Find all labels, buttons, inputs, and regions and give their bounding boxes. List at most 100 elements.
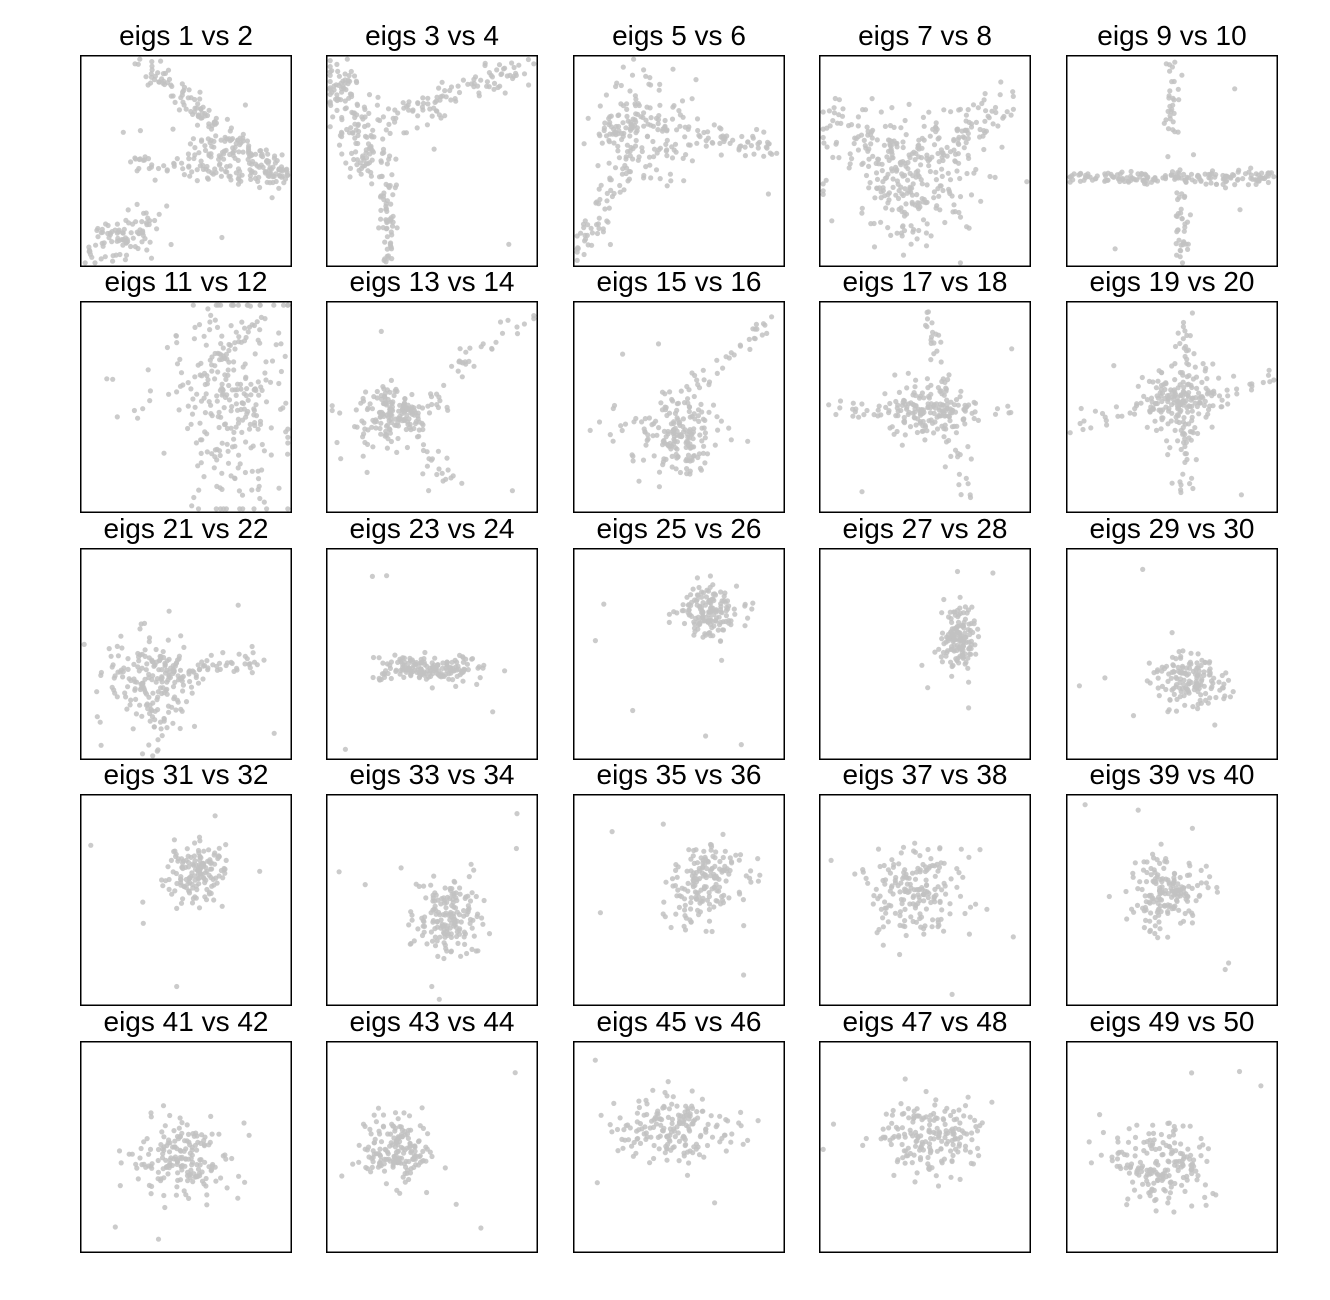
data-point — [876, 926, 882, 933]
data-point — [334, 61, 340, 67]
data-point — [217, 452, 223, 459]
data-point — [137, 626, 143, 632]
data-point — [891, 861, 897, 868]
point-cloud — [1067, 310, 1277, 498]
data-point — [368, 143, 374, 149]
data-point — [377, 1131, 383, 1137]
data-point — [378, 414, 384, 420]
data-point — [432, 943, 439, 949]
data-point — [330, 114, 336, 120]
data-point — [426, 674, 432, 680]
data-point — [608, 177, 614, 183]
data-point — [467, 898, 474, 904]
data-point — [202, 147, 209, 153]
data-point — [931, 351, 937, 357]
data-point — [223, 842, 229, 848]
data-point — [855, 123, 861, 129]
data-point — [207, 327, 213, 333]
data-point — [135, 61, 141, 67]
scatter-plot — [819, 55, 1031, 267]
data-point — [1010, 89, 1016, 95]
data-point — [1189, 475, 1195, 481]
data-point — [496, 62, 503, 68]
data-point — [285, 506, 291, 512]
panel-title: eigs 41 vs 42 — [103, 1006, 269, 1037]
data-point — [405, 421, 411, 428]
point-cloud — [336, 811, 520, 1002]
data-point — [1132, 406, 1138, 412]
scatter-plot — [573, 301, 785, 513]
data-point — [1167, 697, 1173, 703]
data-point — [850, 400, 856, 406]
data-point — [902, 432, 908, 438]
data-point — [263, 147, 269, 153]
data-point — [1184, 382, 1191, 388]
data-point — [421, 656, 427, 662]
data-point — [964, 610, 970, 616]
data-point — [465, 893, 471, 899]
data-point — [435, 448, 441, 454]
data-point — [420, 447, 427, 454]
data-point — [698, 855, 704, 861]
data-point — [132, 244, 138, 250]
data-point — [821, 140, 827, 146]
data-point — [186, 87, 192, 93]
data-point — [706, 630, 712, 636]
data-point — [719, 893, 725, 900]
data-point — [1208, 678, 1215, 684]
data-point — [375, 94, 381, 100]
data-point — [360, 163, 366, 169]
data-point — [269, 358, 276, 364]
data-point — [465, 667, 471, 673]
data-point — [416, 427, 422, 433]
data-point — [176, 1125, 182, 1131]
data-point — [965, 130, 971, 137]
data-point — [643, 442, 649, 448]
data-point — [135, 1176, 141, 1182]
data-point — [144, 1136, 150, 1142]
data-point — [521, 71, 528, 77]
data-point — [641, 123, 647, 129]
data-point — [664, 183, 670, 189]
data-point — [509, 488, 515, 494]
data-point — [1181, 885, 1187, 891]
data-point — [923, 877, 929, 883]
data-point — [419, 915, 425, 921]
data-point — [189, 411, 196, 417]
data-point — [751, 335, 757, 341]
data-point — [720, 854, 726, 861]
data-point — [164, 344, 170, 351]
data-point — [433, 892, 439, 898]
data-point — [1223, 173, 1230, 179]
data-point — [696, 876, 703, 882]
data-point — [1180, 242, 1186, 248]
data-point — [165, 637, 171, 643]
data-point — [951, 609, 957, 615]
data-point — [180, 860, 186, 866]
data-point — [413, 418, 419, 425]
data-point — [1159, 664, 1165, 670]
data-point — [739, 133, 745, 140]
data-point — [354, 101, 360, 107]
data-point — [388, 399, 394, 405]
data-point — [691, 393, 697, 400]
data-point — [1186, 908, 1192, 914]
data-point — [116, 1148, 123, 1154]
data-point — [1178, 393, 1184, 399]
data-point — [461, 934, 467, 940]
scatter-plot — [326, 55, 538, 267]
data-point — [658, 400, 664, 406]
data-point — [1265, 179, 1271, 186]
data-point — [382, 390, 388, 396]
data-point — [82, 260, 88, 266]
data-point — [636, 478, 642, 484]
data-point — [1155, 675, 1161, 681]
data-point — [992, 104, 999, 111]
data-point — [216, 845, 222, 851]
data-point — [141, 210, 147, 216]
data-point — [719, 657, 725, 663]
data-point — [718, 418, 724, 424]
data-point — [933, 177, 939, 183]
data-point — [607, 241, 613, 248]
data-point — [966, 225, 972, 231]
